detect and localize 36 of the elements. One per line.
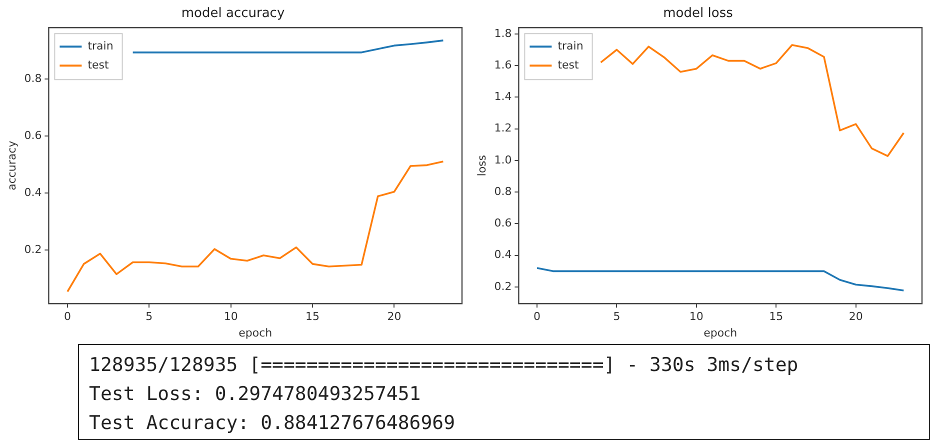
y-tick-label: 0.6	[24, 128, 42, 142]
legend-label: test	[558, 58, 580, 72]
x-tick-label: 0	[64, 310, 71, 324]
y-axis-title: loss	[475, 154, 488, 176]
y-tick-label: 1.4	[494, 90, 512, 104]
legend-label: train	[88, 39, 114, 52]
text: Test Accuracy: 0.884127676486969	[89, 411, 456, 436]
x-tick-label: 20	[848, 310, 863, 324]
x-tick-label: 5	[613, 310, 620, 324]
x-tick-label: 10	[224, 310, 238, 324]
y-tick-label: 0.6	[494, 216, 512, 230]
legend-label: test	[88, 58, 110, 72]
y-tick-label: 0.8	[24, 72, 42, 85]
y-tick-label: 1.2	[494, 122, 512, 135]
y-axis-title: accuracy	[5, 140, 18, 190]
x-tick-label: 5	[146, 310, 153, 324]
y-tick-label: 0.4	[494, 248, 512, 262]
text: 128935/128935 [==============================] - 330s 3ms/step	[89, 353, 800, 378]
legend-label: train	[558, 39, 584, 52]
x-tick-label: 10	[689, 310, 704, 324]
x-tick-label: 0	[534, 310, 541, 324]
y-tick-label: 0.4	[24, 186, 42, 199]
y-tick-label: 1.8	[494, 26, 512, 40]
x-axis-title: epoch	[704, 326, 738, 340]
y-tick-label: 0.2	[24, 243, 42, 256]
chart-title: model accuracy	[181, 6, 285, 22]
y-tick-label: 0.2	[494, 280, 512, 293]
text: Test Loss: 0.2974780493257451	[89, 382, 422, 407]
x-tick-label: 15	[306, 310, 320, 324]
y-tick-label: 0.8	[494, 184, 512, 198]
x-tick-label: 20	[387, 310, 402, 324]
y-tick-label: 1.0	[494, 153, 512, 166]
x-axis-title: epoch	[238, 326, 272, 340]
y-tick-label: 1.6	[494, 58, 512, 72]
chart-title: model loss	[663, 6, 734, 22]
x-tick-label: 15	[769, 310, 784, 324]
